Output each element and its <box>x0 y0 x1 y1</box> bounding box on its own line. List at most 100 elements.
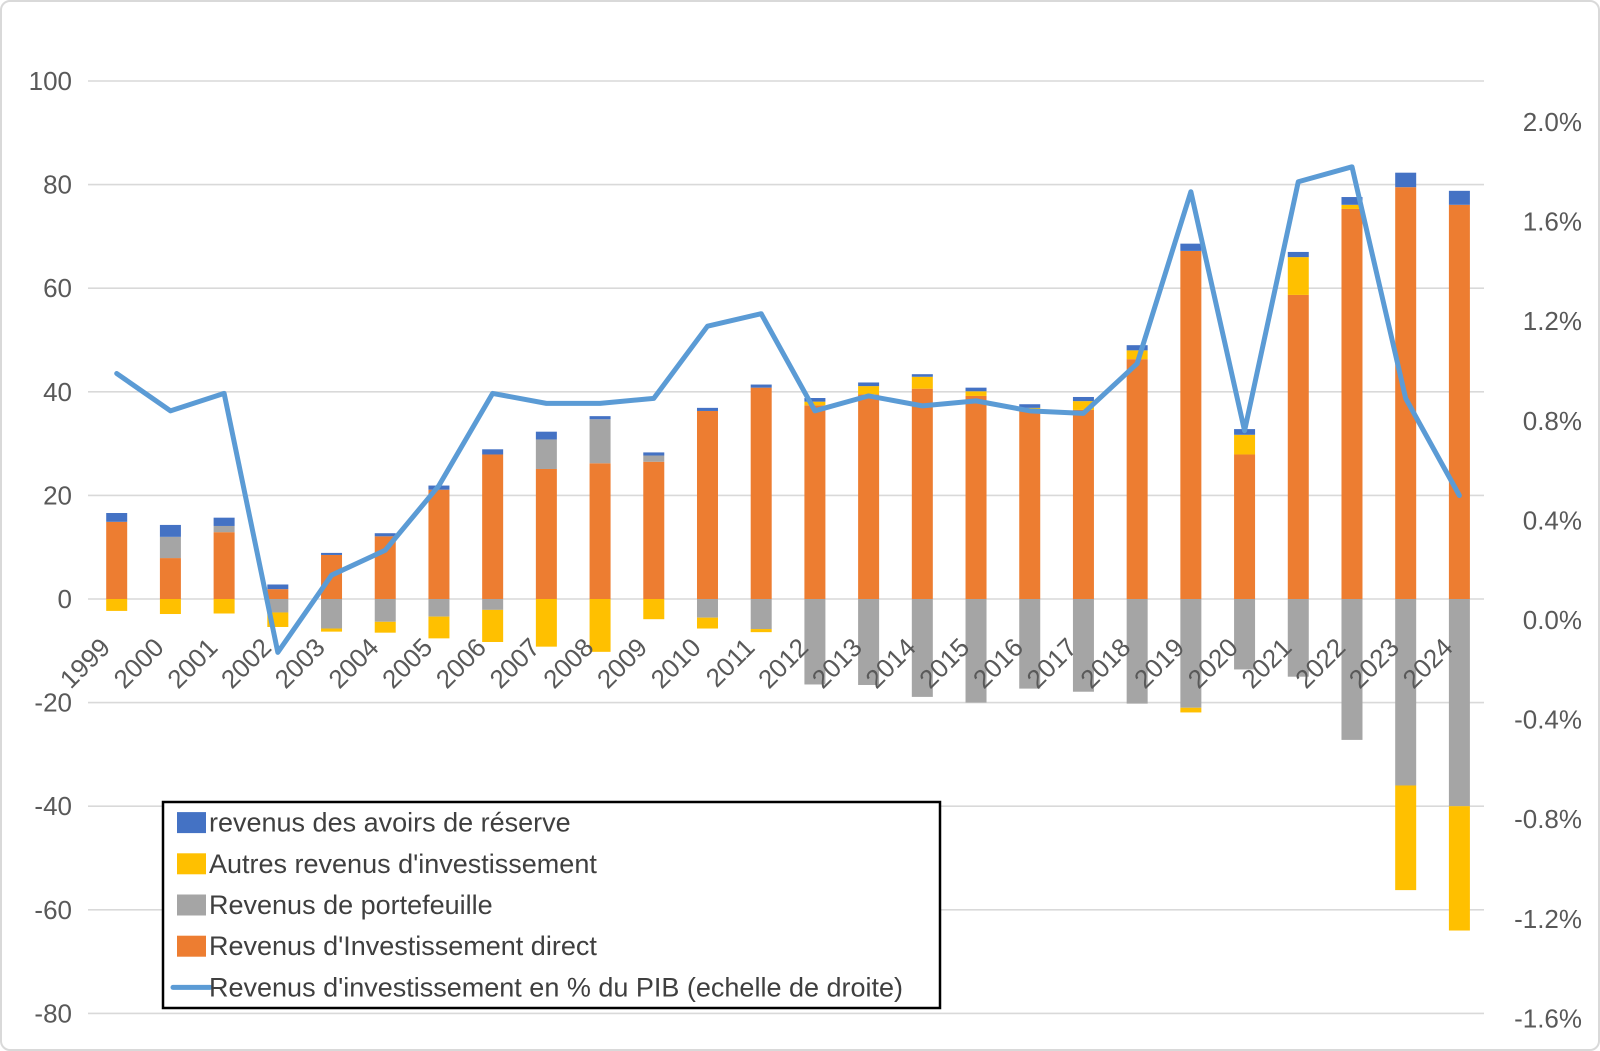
left-axis-tick: 40 <box>43 377 72 407</box>
bar-2024 <box>1448 190 1470 205</box>
bar-2003 <box>321 628 343 632</box>
bar-2010 <box>696 599 718 618</box>
bar-2013 <box>858 394 880 599</box>
bar-2013 <box>858 599 880 685</box>
year-label-1999: 1999 <box>54 632 116 694</box>
bar-2014 <box>911 388 933 599</box>
bar-2016 <box>1019 599 1041 689</box>
legend-swatch-icon <box>177 935 206 957</box>
legend-label: Autres revenus d'investissement <box>209 849 597 879</box>
bar-2014 <box>911 376 933 389</box>
right-axis-tick: 2.0% <box>1523 107 1582 137</box>
bar-2013 <box>858 386 880 395</box>
bar-2015 <box>965 391 987 396</box>
bar-2017 <box>1072 409 1094 599</box>
bar-2007 <box>535 468 557 599</box>
bar-2011 <box>750 629 772 633</box>
bar-1999 <box>106 599 128 611</box>
bar-2014 <box>911 374 933 377</box>
bar-2011 <box>750 599 772 630</box>
bar-2010 <box>696 410 718 599</box>
bar-2024 <box>1448 806 1470 931</box>
bar-2006 <box>482 599 504 610</box>
left-axis-tick: -80 <box>34 998 72 1028</box>
bar-2013 <box>858 382 880 387</box>
bar-2009 <box>643 599 665 620</box>
bar-2010 <box>696 407 718 411</box>
legend-swatch-icon <box>177 812 206 834</box>
bar-2006 <box>482 454 504 599</box>
stacked-bars <box>106 172 1470 931</box>
bar-2019 <box>1180 707 1202 713</box>
left-axis-tick: 80 <box>43 170 72 200</box>
bar-2002 <box>267 589 289 599</box>
bar-2020 <box>1234 454 1256 599</box>
bar-2008 <box>589 416 611 420</box>
legend-label: Revenus d'Investissement direct <box>209 931 597 961</box>
legend: revenus des avoirs de réserve Autres reve… <box>161 800 942 1010</box>
year-label-2001: 2001 <box>161 632 223 694</box>
bar-2021 <box>1287 294 1309 599</box>
bar-2018 <box>1126 599 1148 704</box>
bar-2001 <box>213 599 235 614</box>
bar-2000 <box>159 536 181 559</box>
bar-2020 <box>1234 599 1256 670</box>
bar-2004 <box>374 599 396 622</box>
left-axis-tick: 60 <box>43 273 72 303</box>
bar-2016 <box>1019 409 1041 599</box>
bar-2007 <box>535 599 557 647</box>
bar-2023 <box>1395 599 1417 786</box>
legend-label: Revenus d'investissement en % du PIB (ec… <box>209 972 903 1002</box>
bar-2018 <box>1126 350 1148 360</box>
bar-2022 <box>1341 208 1363 600</box>
bar-2019 <box>1180 243 1202 251</box>
bar-2006 <box>482 609 504 642</box>
bar-2016 <box>1019 404 1041 408</box>
bar-2024 <box>1448 204 1470 599</box>
bar-2017 <box>1072 401 1094 410</box>
bar-2007 <box>535 431 557 440</box>
legend-swatch-icon <box>177 894 206 916</box>
right-axis-tick: 0.8% <box>1523 406 1582 436</box>
bar-2004 <box>374 621 396 633</box>
year-label-2004: 2004 <box>322 632 384 694</box>
bar-2004 <box>374 536 396 599</box>
bar-2008 <box>589 463 611 599</box>
bar-2015 <box>965 395 987 599</box>
legend-swatch-icon <box>177 853 206 875</box>
right-axis-tick: 0.4% <box>1523 505 1582 535</box>
bar-2021 <box>1287 599 1309 677</box>
right-axis-tick: -0.4% <box>1514 705 1582 735</box>
right-axis-tick: -1.6% <box>1514 1003 1582 1033</box>
bar-2003 <box>321 552 343 555</box>
bar-2001 <box>213 525 235 533</box>
legend-label: revenus des avoirs de réserve <box>209 808 571 838</box>
bar-1999 <box>106 521 128 599</box>
bar-2021 <box>1287 257 1309 295</box>
bar-2017 <box>1072 396 1094 402</box>
bar-2018 <box>1126 359 1148 599</box>
legend-box <box>161 800 942 1010</box>
bar-2005 <box>428 616 450 639</box>
bar-2015 <box>965 599 987 703</box>
right-axis-tick: 1.2% <box>1523 306 1582 336</box>
bar-2002 <box>267 599 289 613</box>
bar-2001 <box>213 532 235 599</box>
left-axis-tick-labels: 100 80 60 40 20 0 -20 -40 -60 -80 <box>29 66 72 1028</box>
bar-2017 <box>1072 599 1094 692</box>
bar-2009 <box>643 461 665 599</box>
bar-2012 <box>804 405 826 599</box>
left-axis-tick: 0 <box>58 584 72 614</box>
bar-1999 <box>106 513 128 522</box>
bar-2012 <box>804 599 826 685</box>
right-axis-tick: -0.8% <box>1514 804 1582 834</box>
bar-2009 <box>643 455 665 462</box>
legend-label: Revenus de portefeuille <box>209 890 493 920</box>
bar-2005 <box>428 489 450 599</box>
pib-percent-line <box>114 164 1462 655</box>
bar-2012 <box>804 398 826 402</box>
bar-2008 <box>589 599 611 652</box>
bar-2019 <box>1180 599 1202 708</box>
year-label-2010: 2010 <box>645 632 707 694</box>
